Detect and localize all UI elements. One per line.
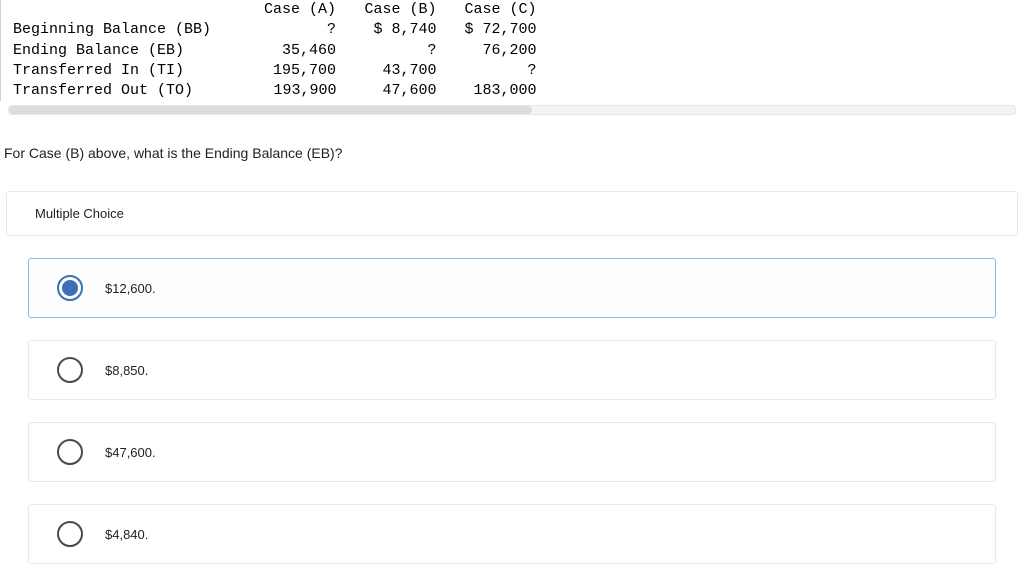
radio-icon <box>57 521 83 547</box>
cell: 35,460 <box>241 41 341 61</box>
cell: ? <box>241 20 341 40</box>
choice-text: $4,840. <box>105 527 148 542</box>
col-case-b: Case (B) <box>341 0 441 20</box>
row-label-bb: Beginning Balance (BB) <box>1 20 241 40</box>
table-row: Transferred Out (TO) 193,900 47,600 183,… <box>1 81 541 101</box>
choice-option[interactable]: $47,600. <box>28 422 996 482</box>
cell: 43,700 <box>341 61 441 81</box>
horizontal-scrollbar[interactable] <box>8 105 1016 115</box>
multiple-choice-block: Multiple Choice $12,600. $8,850. $47,600… <box>6 191 1018 564</box>
choice-option[interactable]: $8,850. <box>28 340 996 400</box>
cell: 76,200 <box>441 41 541 61</box>
choice-text: $8,850. <box>105 363 148 378</box>
cell: 183,000 <box>441 81 541 101</box>
choice-text: $47,600. <box>105 445 156 460</box>
cell: 195,700 <box>241 61 341 81</box>
cell: 193,900 <box>241 81 341 101</box>
row-label-eb: Ending Balance (EB) <box>1 41 241 61</box>
choice-text: $12,600. <box>105 281 156 296</box>
row-label-ti: Transferred In (TI) <box>1 61 241 81</box>
table-row: Beginning Balance (BB) ? $ 8,740 $ 72,70… <box>1 20 541 40</box>
radio-fill-icon <box>62 280 78 296</box>
col-case-c: Case (C) <box>441 0 541 20</box>
multiple-choice-label: Multiple Choice <box>6 191 1018 236</box>
table-row: Ending Balance (EB) 35,460 ? 76,200 <box>1 41 541 61</box>
choice-option[interactable]: $12,600. <box>28 258 996 318</box>
choice-option[interactable]: $4,840. <box>28 504 996 564</box>
col-blank <box>1 0 241 20</box>
radio-icon <box>57 275 83 301</box>
table-row: Transferred In (TI) 195,700 43,700 ? <box>1 61 541 81</box>
case-data-table: Case (A) Case (B) Case (C) Beginning Bal… <box>0 0 541 101</box>
cell: $ 8,740 <box>341 20 441 40</box>
radio-icon <box>57 357 83 383</box>
scrollbar-thumb[interactable] <box>9 106 532 114</box>
cell: ? <box>441 61 541 81</box>
question-text: For Case (B) above, what is the Ending B… <box>4 145 1024 161</box>
radio-icon <box>57 439 83 465</box>
cell: 47,600 <box>341 81 441 101</box>
cell: $ 72,700 <box>441 20 541 40</box>
col-case-a: Case (A) <box>241 0 341 20</box>
cell: ? <box>341 41 441 61</box>
row-label-to: Transferred Out (TO) <box>1 81 241 101</box>
